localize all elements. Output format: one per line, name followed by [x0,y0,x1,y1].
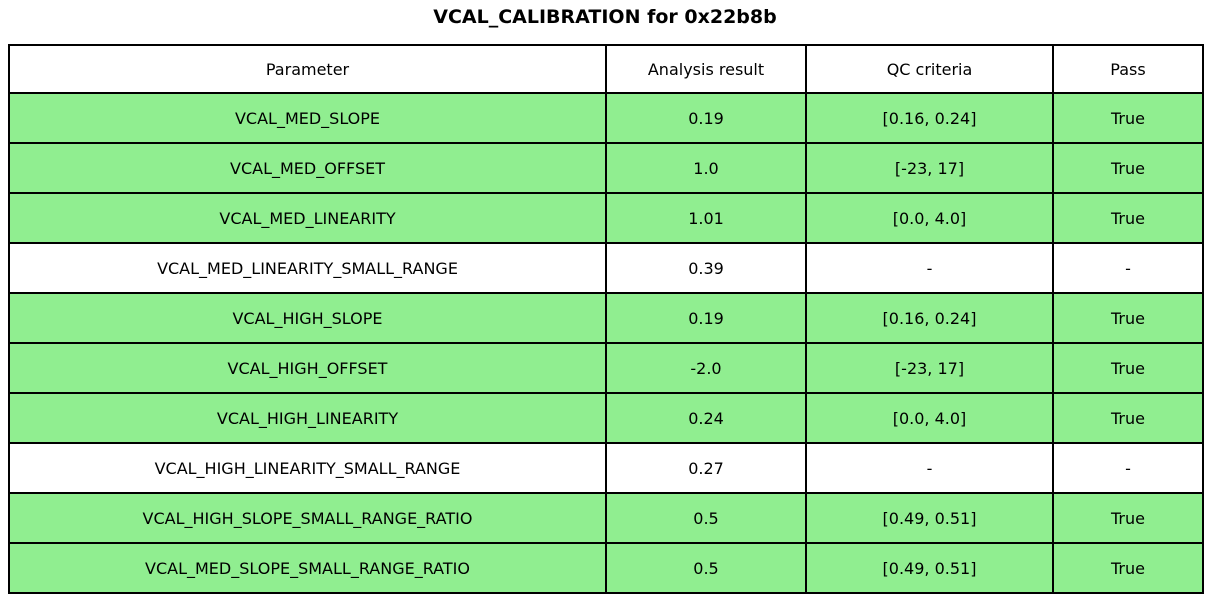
cell-parameter: VCAL_MED_LINEARITY [8,192,607,244]
cell-analysis-result: 1.0 [605,142,807,194]
cell-parameter: VCAL_MED_OFFSET [8,142,607,194]
cell-pass: True [1052,92,1204,144]
table-header: Parameter Analysis result QC criteria Pa… [8,44,1204,94]
table-row: VCAL_HIGH_SLOPE 0.19 [0.16, 0.24] True [8,292,1204,344]
cell-parameter: VCAL_HIGH_SLOPE [8,292,607,344]
column-header-parameter: Parameter [8,44,607,94]
cell-parameter: VCAL_HIGH_SLOPE_SMALL_RANGE_RATIO [8,492,607,544]
cell-analysis-result: 0.5 [605,542,807,594]
column-header-pass: Pass [1052,44,1204,94]
cell-pass: True [1052,142,1204,194]
cell-analysis-result: -2.0 [605,342,807,394]
table-row: VCAL_MED_OFFSET 1.0 [-23, 17] True [8,142,1204,194]
table-row: VCAL_HIGH_SLOPE_SMALL_RANGE_RATIO 0.5 [0… [8,492,1204,544]
cell-qc-criteria: [0.49, 0.51] [805,492,1054,544]
column-header-qc-criteria: QC criteria [805,44,1054,94]
cell-parameter: VCAL_MED_LINEARITY_SMALL_RANGE [8,242,607,294]
cell-analysis-result: 0.39 [605,242,807,294]
cell-pass: - [1052,242,1204,294]
cell-pass: True [1052,392,1204,444]
cell-qc-criteria: - [805,242,1054,294]
cell-parameter: VCAL_MED_SLOPE_SMALL_RANGE_RATIO [8,542,607,594]
cell-pass: True [1052,542,1204,594]
cell-analysis-result: 0.24 [605,392,807,444]
cell-pass: - [1052,442,1204,494]
cell-analysis-result: 1.01 [605,192,807,244]
table-row: VCAL_MED_LINEARITY 1.01 [0.0, 4.0] True [8,192,1204,244]
cell-parameter: VCAL_HIGH_LINEARITY_SMALL_RANGE [8,442,607,494]
cell-pass: True [1052,492,1204,544]
table-row: VCAL_HIGH_LINEARITY_SMALL_RANGE 0.27 - - [8,442,1204,494]
cell-qc-criteria: [0.16, 0.24] [805,92,1054,144]
cell-qc-criteria: - [805,442,1054,494]
cell-parameter: VCAL_HIGH_LINEARITY [8,392,607,444]
cell-pass: True [1052,342,1204,394]
column-header-analysis-result: Analysis result [605,44,807,94]
cell-analysis-result: 0.19 [605,292,807,344]
cell-qc-criteria: [0.16, 0.24] [805,292,1054,344]
qc-results-table: Parameter Analysis result QC criteria Pa… [8,44,1204,594]
cell-parameter: VCAL_HIGH_OFFSET [8,342,607,394]
cell-analysis-result: 0.19 [605,92,807,144]
table-row: VCAL_MED_SLOPE_SMALL_RANGE_RATIO 0.5 [0.… [8,542,1204,594]
cell-qc-criteria: [0.0, 4.0] [805,192,1054,244]
header-row: Parameter Analysis result QC criteria Pa… [8,44,1204,94]
table-body: VCAL_MED_SLOPE 0.19 [0.16, 0.24] True VC… [8,92,1204,594]
table-row: VCAL_HIGH_LINEARITY 0.24 [0.0, 4.0] True [8,392,1204,444]
cell-pass: True [1052,192,1204,244]
cell-qc-criteria: [-23, 17] [805,142,1054,194]
cell-qc-criteria: [0.49, 0.51] [805,542,1054,594]
cell-pass: True [1052,292,1204,344]
cell-qc-criteria: [0.0, 4.0] [805,392,1054,444]
figure-title: VCAL_CALIBRATION for 0x22b8b [433,6,777,28]
cell-analysis-result: 0.27 [605,442,807,494]
table-row: VCAL_MED_SLOPE 0.19 [0.16, 0.24] True [8,92,1204,144]
cell-analysis-result: 0.5 [605,492,807,544]
cell-parameter: VCAL_MED_SLOPE [8,92,607,144]
table-row: VCAL_MED_LINEARITY_SMALL_RANGE 0.39 - - [8,242,1204,294]
cell-qc-criteria: [-23, 17] [805,342,1054,394]
table-row: VCAL_HIGH_OFFSET -2.0 [-23, 17] True [8,342,1204,394]
